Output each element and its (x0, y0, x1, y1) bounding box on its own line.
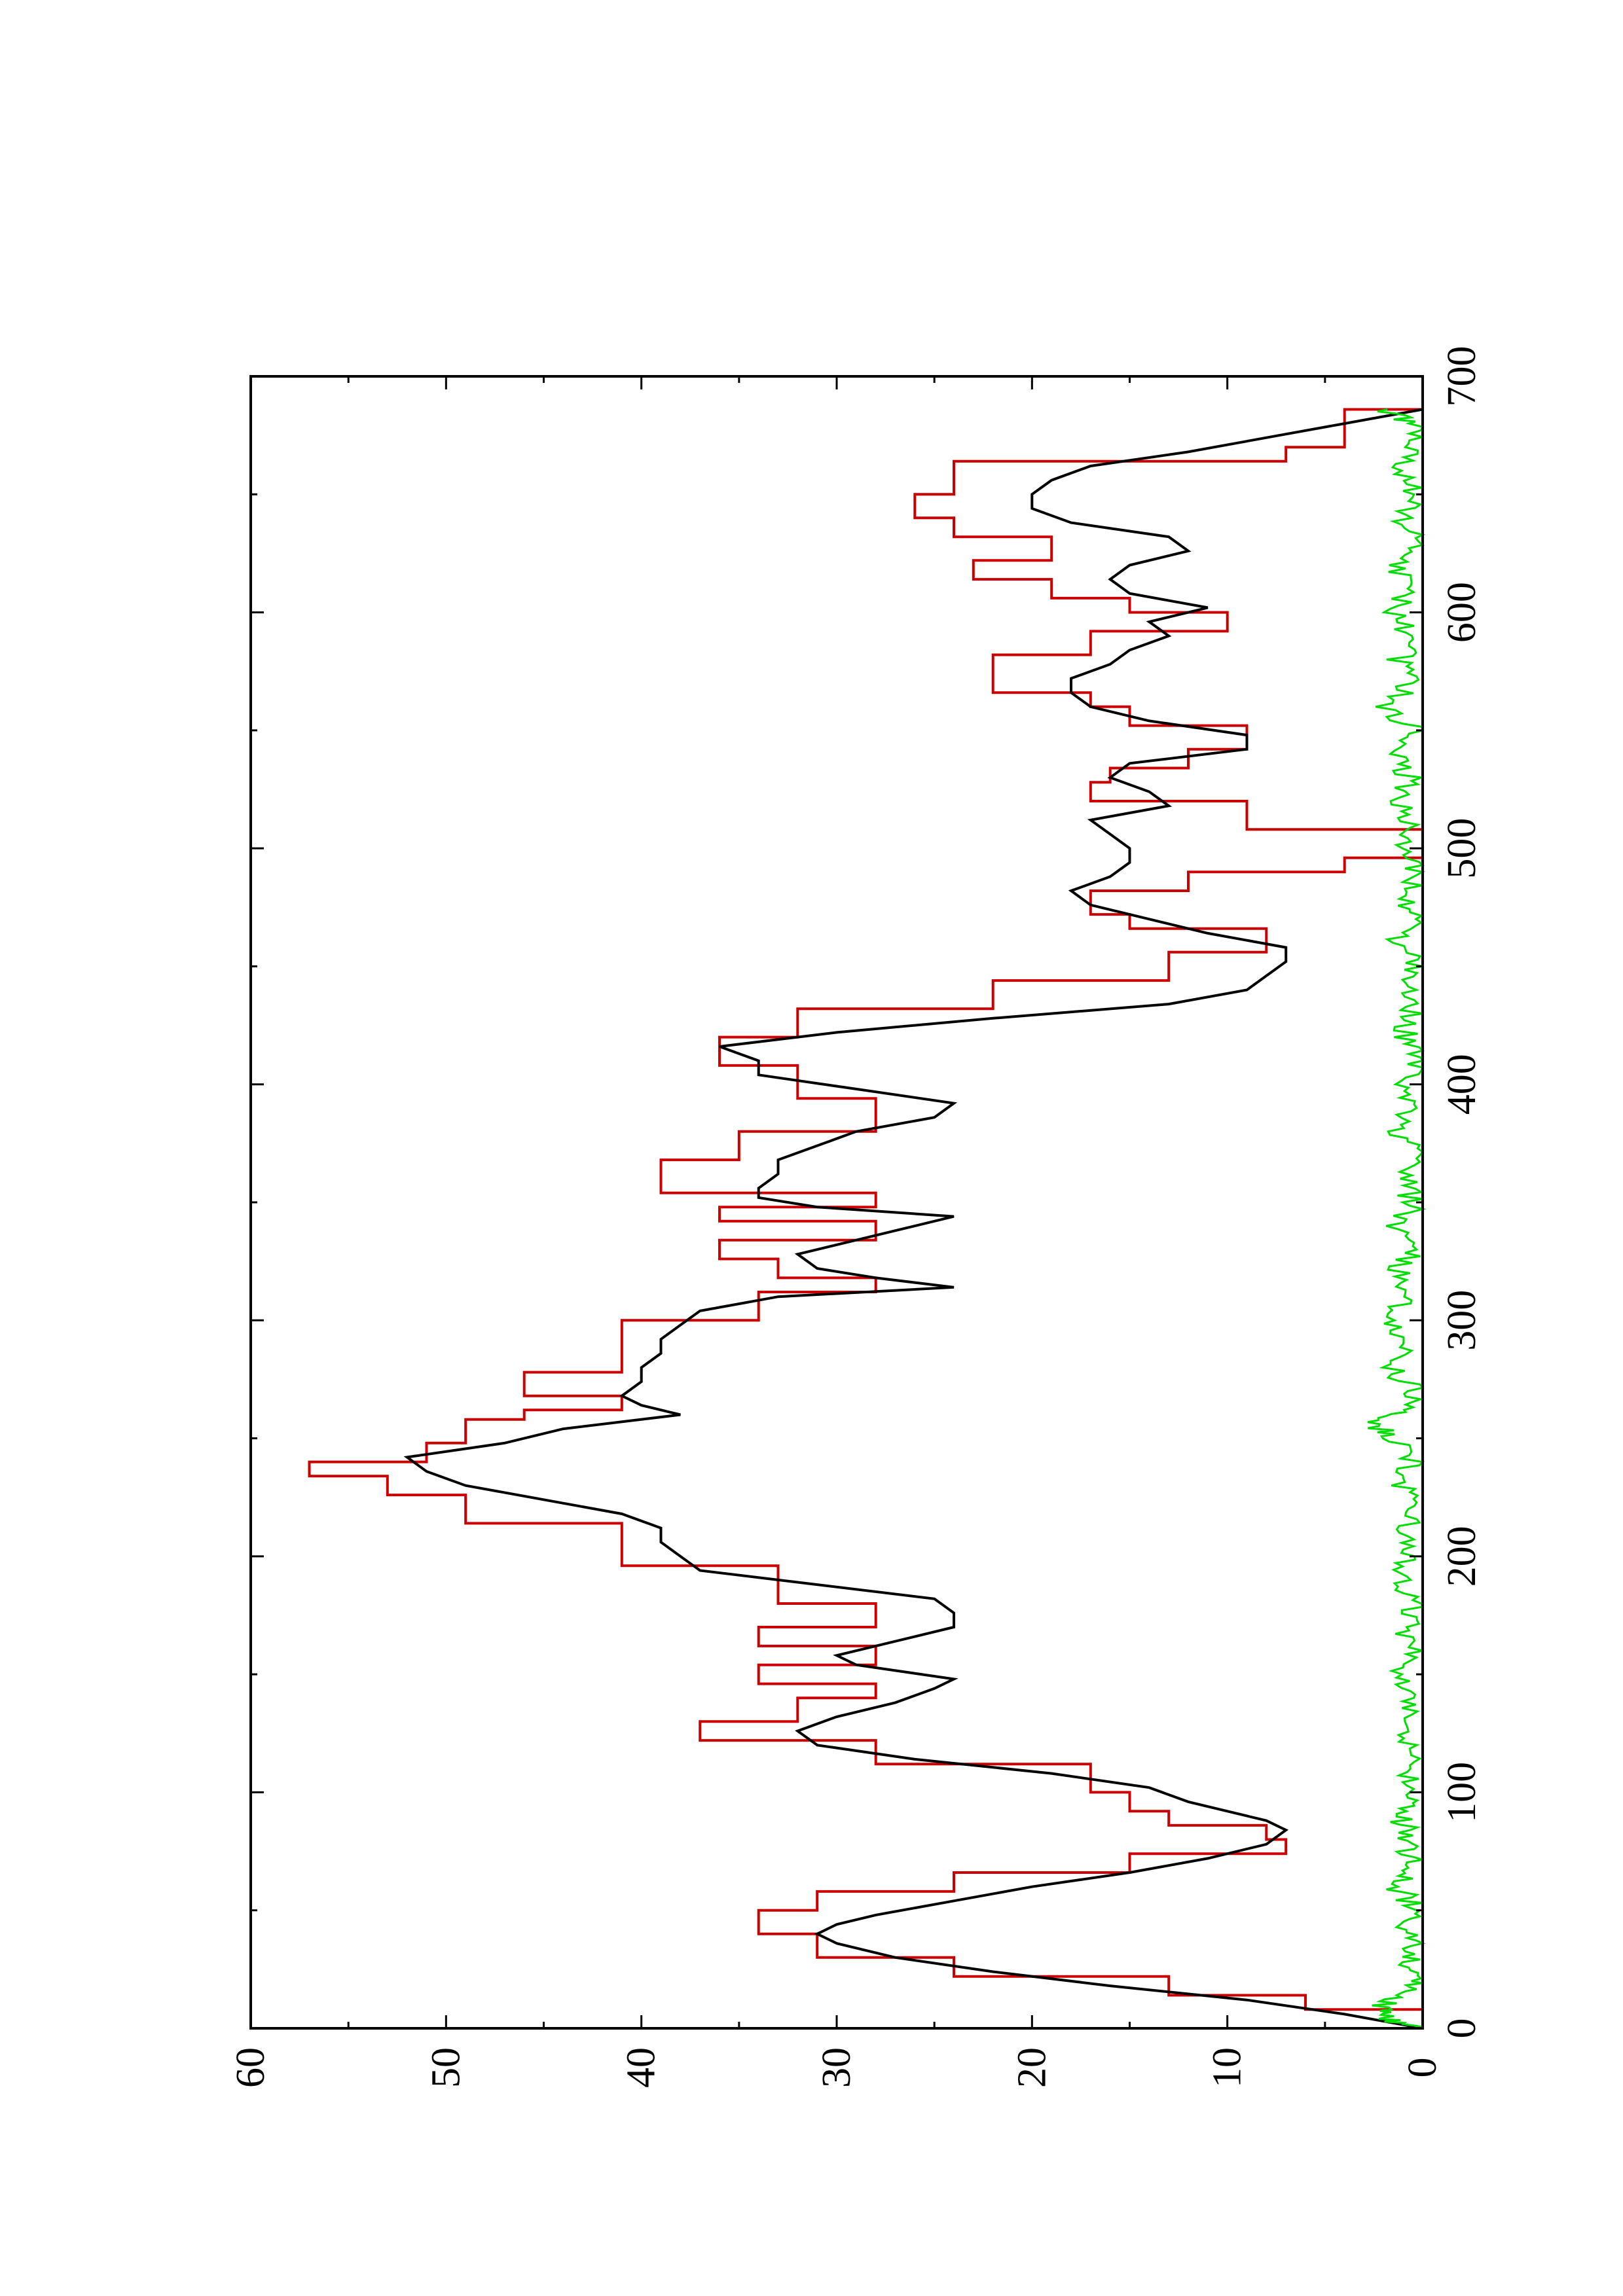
plot-frame (249, 375, 1424, 2030)
y-tick-label: 20 (1010, 2047, 1054, 2088)
x-tick-label: 500 (1440, 818, 1484, 879)
red-series-line (308, 408, 1424, 2028)
x-tick-label: 300 (1440, 1290, 1484, 1351)
y-tick-label: 0 (1400, 2058, 1445, 2078)
x-tick-label: 400 (1440, 1054, 1484, 1115)
series-layer (308, 408, 1427, 2030)
y-tick-label: 50 (424, 2047, 468, 2088)
y-tick-label: 10 (1205, 2047, 1250, 2088)
black-series-line (403, 408, 1423, 2030)
label-layer: 0 100 200 300 400 500 600 700 0 10 20 30 40 50 60 (228, 346, 1484, 2089)
x-tick-label: 0 (1440, 2018, 1484, 2039)
y-tick-label: 60 (228, 2047, 273, 2088)
x-tick-label: 600 (1440, 582, 1484, 643)
green-series-line (1367, 408, 1427, 2030)
x-tick-label: 700 (1440, 346, 1484, 407)
x-tick-label: 200 (1440, 1526, 1484, 1587)
y-tick-label: 30 (814, 2047, 859, 2088)
x-tick-label: 100 (1440, 1762, 1484, 1823)
y-tick-label: 40 (619, 2047, 664, 2088)
